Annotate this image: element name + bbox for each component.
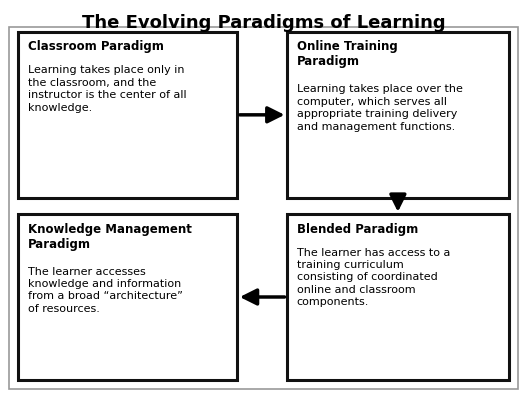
Text: Learning takes place only in
the classroom, and the
instructor is the center of : Learning takes place only in the classro…	[28, 65, 187, 112]
Bar	[18, 214, 237, 380]
Bar	[287, 32, 509, 198]
Text: Blended Paradigm: Blended Paradigm	[297, 223, 418, 236]
Bar	[18, 32, 237, 198]
Text: The learner has access to a
training curriculum
consisting of coordinated
online: The learner has access to a training cur…	[297, 248, 450, 307]
Text: The Evolving Paradigms of Learning: The Evolving Paradigms of Learning	[82, 14, 445, 32]
Bar	[287, 214, 509, 380]
Text: Online Training
Paradigm: Online Training Paradigm	[297, 40, 397, 69]
Text: Learning takes place over the
computer, which serves all
appropriate training de: Learning takes place over the computer, …	[297, 84, 463, 131]
Text: The learner accesses
knowledge and information
from a broad “architecture”
of re: The learner accesses knowledge and infor…	[28, 267, 183, 314]
Text: Knowledge Management
Paradigm: Knowledge Management Paradigm	[28, 223, 192, 251]
Text: Classroom Paradigm: Classroom Paradigm	[28, 40, 164, 53]
